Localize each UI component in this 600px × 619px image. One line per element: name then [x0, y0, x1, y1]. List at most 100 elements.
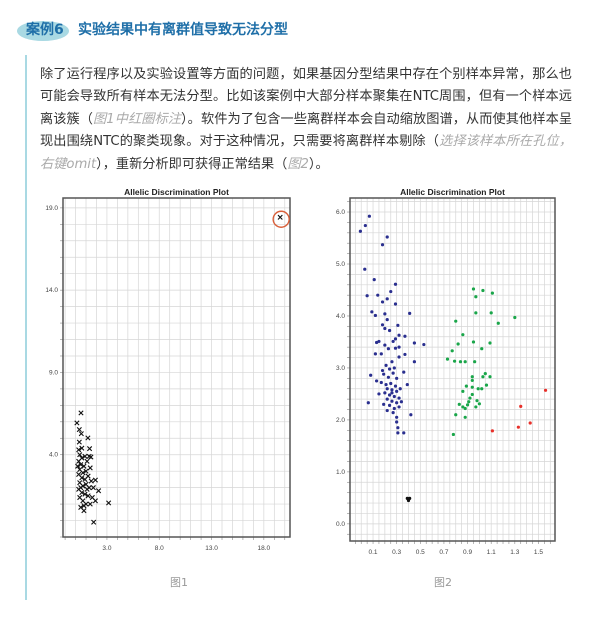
paragraph-text: ），重新分析即可获得正常结果（ [96, 156, 288, 172]
x-tick-label: 13.0 [205, 545, 218, 552]
data-point [85, 435, 91, 441]
data-point [470, 392, 474, 397]
data-point [365, 294, 369, 298]
data-point [516, 425, 520, 429]
data-point [393, 346, 398, 350]
y-tick-label: 4.0 [336, 313, 345, 320]
data-point [389, 381, 393, 386]
data-point [398, 387, 402, 391]
data-point [403, 352, 407, 357]
data-point [87, 465, 93, 471]
data-point [474, 311, 478, 315]
data-point [81, 508, 87, 514]
data-point [412, 341, 416, 345]
data-point [380, 323, 385, 327]
data-point [79, 475, 85, 481]
data-point [496, 321, 500, 325]
x-tick-label: 0.7 [439, 549, 448, 556]
data-point [395, 415, 399, 419]
data-point [396, 431, 400, 435]
data-point [463, 406, 467, 411]
data-point [370, 310, 374, 314]
data-point [379, 380, 383, 385]
y-tick-label: 3.0 [336, 365, 345, 372]
data-point [379, 352, 383, 356]
data-point [490, 291, 494, 295]
data-point [377, 339, 381, 344]
data-point [390, 388, 394, 392]
data-point [77, 452, 83, 458]
data-point [386, 347, 391, 351]
data-point [392, 394, 396, 399]
y-tick-label: 14.0 [45, 287, 58, 294]
data-point [373, 352, 378, 356]
data-point [422, 342, 426, 347]
data-point [372, 277, 376, 282]
data-point [385, 318, 389, 322]
data-point [78, 431, 84, 437]
data-point [402, 370, 406, 374]
data-point [396, 323, 400, 327]
data-point [480, 347, 484, 351]
data-point [461, 389, 465, 393]
data-point [87, 501, 93, 507]
data-point [390, 391, 394, 395]
data-point [468, 396, 472, 400]
paragraph-text: ）。 [308, 156, 329, 172]
data-point [382, 402, 386, 406]
data-point [474, 295, 478, 299]
data-point [92, 477, 99, 483]
data-point [490, 429, 494, 433]
data-point [83, 468, 89, 474]
data-point [519, 404, 523, 408]
data-point [397, 396, 401, 400]
data-point [513, 315, 517, 320]
data-point [481, 375, 485, 379]
data-point [75, 463, 81, 469]
data-point [383, 326, 387, 331]
data-point [78, 410, 84, 416]
data-point [386, 375, 391, 379]
data-point [393, 337, 398, 341]
data-point [476, 387, 480, 391]
data-point [454, 413, 458, 417]
data-point [81, 503, 87, 509]
data-point [450, 349, 454, 353]
data-point [454, 319, 458, 323]
x-tick-label: 1.1 [487, 549, 496, 556]
data-point [384, 363, 388, 367]
data-point [392, 366, 396, 370]
data-point [79, 489, 85, 496]
x-tick-label: 0.5 [416, 549, 425, 556]
data-point [390, 360, 394, 364]
data-point [463, 415, 467, 419]
data-point [396, 426, 400, 430]
data-point [395, 376, 399, 380]
data-point [376, 293, 380, 297]
data-point [92, 498, 99, 504]
data-point [474, 405, 478, 409]
data-point [391, 411, 395, 415]
data-point [395, 420, 399, 424]
data-point [409, 413, 413, 417]
data-point [391, 371, 395, 375]
x-tick-label: 8.0 [155, 545, 164, 552]
data-point [456, 342, 460, 346]
data-point [470, 385, 474, 389]
data-point [76, 439, 82, 445]
x-tick-label: 0.9 [463, 549, 472, 556]
data-point [385, 408, 389, 413]
y-tick-label: 0.0 [336, 521, 345, 528]
data-point [387, 403, 392, 407]
x-tick-label: 1.3 [510, 549, 519, 556]
data-point [380, 300, 385, 304]
data-point [408, 311, 412, 315]
data-point [84, 486, 90, 492]
data-point [358, 229, 362, 233]
x-tick-label: 1.5 [534, 549, 543, 556]
chart-title: Allelic Discrimination Plot [400, 187, 505, 197]
case-badge-shape [17, 21, 69, 41]
data-point [477, 402, 481, 406]
data-point [366, 401, 370, 405]
data-point [74, 420, 80, 426]
